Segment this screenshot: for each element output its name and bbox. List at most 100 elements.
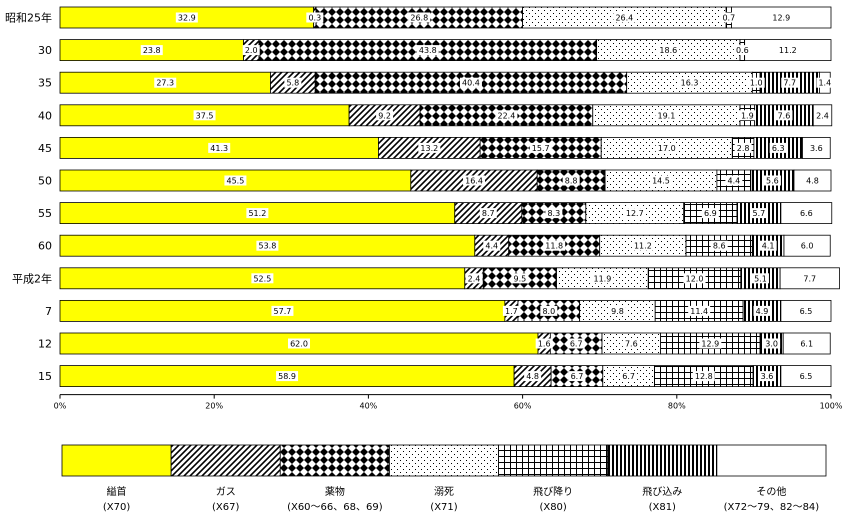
value-label-background bbox=[568, 371, 586, 382]
bar-row bbox=[59, 104, 833, 127]
value-label: 4.8 bbox=[526, 372, 539, 381]
value-label: 16.4 bbox=[465, 177, 483, 186]
value-label: 41.3 bbox=[210, 144, 228, 153]
value-label: 1.4 bbox=[818, 79, 831, 88]
legend-series-code: (X80) bbox=[539, 502, 566, 513]
value-label-background bbox=[770, 12, 793, 23]
value-labels: 32.9 0.3 26.8 26.4 0.7 12.9 23.8 2.0 43.8 18.6 0.6… bbox=[140, 12, 834, 382]
value-label-background bbox=[758, 371, 776, 382]
value-label: 6.7 bbox=[570, 340, 583, 349]
value-label: 1.7 bbox=[505, 307, 518, 316]
bar-row bbox=[59, 299, 832, 322]
legend-series-name: その他 bbox=[756, 485, 786, 498]
value-label: 4.4 bbox=[727, 177, 740, 186]
value-label-background bbox=[376, 110, 394, 121]
value-label-background bbox=[623, 208, 646, 219]
value-label-background bbox=[591, 273, 614, 284]
value-label-background bbox=[720, 12, 738, 23]
legend-series-name: ガス bbox=[216, 486, 236, 498]
x-tick-label: 80% bbox=[668, 402, 686, 411]
value-label-background bbox=[535, 338, 553, 349]
value-label: 7.7 bbox=[803, 274, 816, 283]
value-label-background bbox=[763, 175, 781, 186]
x-tick-label: 60% bbox=[514, 402, 532, 411]
x-axis: 0% 20% 40% 60% 80% 100% bbox=[54, 394, 843, 411]
value-label-background bbox=[763, 338, 781, 349]
legend-series-code: (X60～66、68、69) bbox=[287, 502, 383, 513]
value-label: 52.5 bbox=[253, 274, 271, 283]
value-label-background bbox=[753, 305, 771, 316]
value-label: 7.6 bbox=[625, 340, 638, 349]
value-label-background bbox=[284, 77, 302, 88]
value-label-background bbox=[692, 371, 715, 382]
value-label: 14.5 bbox=[652, 177, 670, 186]
value-label-background bbox=[288, 338, 311, 349]
value-label-background bbox=[524, 371, 542, 382]
value-label-background bbox=[545, 208, 563, 219]
value-label-background bbox=[483, 240, 501, 251]
value-label-background bbox=[769, 142, 787, 153]
legend-series-name: 溺死 bbox=[434, 486, 454, 498]
value-label: 5.1 bbox=[754, 274, 767, 283]
value-label-background bbox=[465, 273, 483, 284]
value-label: 12.0 bbox=[686, 274, 704, 283]
value-label-background bbox=[759, 240, 777, 251]
value-label: 0.3 bbox=[308, 14, 321, 23]
category-label: 昭和25年 bbox=[5, 11, 52, 25]
legend-series-name: 薬物 bbox=[325, 485, 345, 498]
value-label: 7.6 bbox=[778, 111, 791, 120]
legend: 縊首 (X70) ガス (X67) 薬物 (X60～66、68、69) 溺死 (X71) 飛び降… bbox=[61, 444, 827, 513]
value-label-background bbox=[803, 175, 821, 186]
value-label: 4.8 bbox=[806, 177, 819, 186]
value-label: 3.0 bbox=[765, 340, 778, 349]
category-label: 60 bbox=[38, 240, 52, 253]
value-label: 51.2 bbox=[248, 209, 266, 218]
category-label: 35 bbox=[38, 77, 52, 90]
value-label-background bbox=[797, 371, 815, 382]
value-label-background bbox=[657, 45, 680, 56]
value-label: 7.7 bbox=[783, 79, 796, 88]
legend-series-code: (X81) bbox=[649, 502, 676, 513]
value-label: 5.8 bbox=[286, 79, 299, 88]
value-label: 8.7 bbox=[482, 209, 495, 218]
value-label-background bbox=[814, 110, 832, 121]
bar-row bbox=[59, 169, 832, 192]
value-label: 40.4 bbox=[462, 79, 480, 88]
value-label: 9.8 bbox=[611, 307, 624, 316]
legend-series-code: (X72～79、82～84) bbox=[724, 502, 820, 513]
value-label: 13.2 bbox=[420, 144, 438, 153]
legend-series-name: 飛び降り bbox=[533, 485, 573, 498]
value-label-background bbox=[408, 12, 431, 23]
value-label-background bbox=[224, 175, 247, 186]
value-label: 0.6 bbox=[736, 46, 749, 55]
value-label-background bbox=[797, 208, 815, 219]
value-label-background bbox=[733, 45, 751, 56]
value-label: 2.4 bbox=[816, 111, 829, 120]
value-label-background bbox=[306, 12, 324, 23]
value-label-background bbox=[816, 77, 834, 88]
value-label-background bbox=[511, 273, 529, 284]
bar-row bbox=[59, 136, 831, 159]
value-label: 12.7 bbox=[626, 209, 644, 218]
value-label: 9.5 bbox=[514, 274, 527, 283]
value-label: 6.1 bbox=[800, 340, 813, 349]
value-label: 2.4 bbox=[468, 274, 481, 283]
bar-row bbox=[59, 267, 840, 290]
value-label-background bbox=[750, 208, 768, 219]
category-label: 40 bbox=[38, 109, 52, 122]
value-label: 26.8 bbox=[410, 14, 428, 23]
value-label: 6.3 bbox=[772, 144, 785, 153]
value-label-background bbox=[699, 338, 722, 349]
category-label: 30 bbox=[38, 44, 52, 57]
value-label-background bbox=[208, 142, 231, 153]
x-tick-label: 100% bbox=[820, 402, 843, 411]
value-label-background bbox=[751, 273, 769, 284]
category-label: 15 bbox=[38, 370, 52, 383]
bar-row bbox=[59, 6, 832, 29]
value-label-background bbox=[246, 208, 269, 219]
value-label-background bbox=[725, 175, 743, 186]
value-label: 8.6 bbox=[713, 242, 726, 251]
value-label: 12.9 bbox=[701, 340, 719, 349]
value-label-background bbox=[529, 142, 552, 153]
legend-swatch bbox=[498, 444, 609, 477]
